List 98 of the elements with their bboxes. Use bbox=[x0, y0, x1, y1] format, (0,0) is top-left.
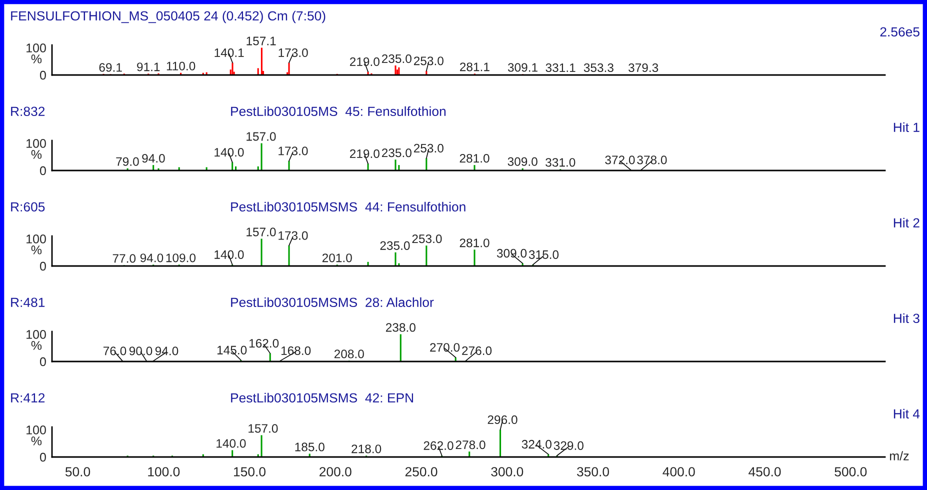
annotation: 324.0 bbox=[522, 440, 552, 449]
annotation: 140.1 bbox=[214, 48, 244, 58]
y-tick-label: 0 bbox=[40, 70, 46, 80]
x-tick-label: 450.0 bbox=[748, 467, 781, 476]
annotation: 157.1 bbox=[246, 36, 276, 46]
annotation: 235.0 bbox=[380, 241, 410, 250]
annotation: 140.0 bbox=[216, 439, 246, 448]
annotation: 353.3 bbox=[584, 63, 614, 72]
text: R:605 bbox=[11, 202, 45, 212]
annotation: 145.0 bbox=[217, 346, 247, 354]
x-tick-label: 150.0 bbox=[234, 467, 266, 476]
x-tick-label: 350.0 bbox=[577, 467, 610, 476]
x-tick-label: 500.0 bbox=[834, 467, 867, 476]
annotation: 253.0 bbox=[414, 144, 444, 153]
annotation: 219.0 bbox=[350, 149, 380, 158]
y-axis-title: % bbox=[31, 436, 42, 446]
x-tick-label: 50.0 bbox=[65, 467, 90, 476]
annotation: 378.0 bbox=[637, 156, 667, 164]
text: R:481 bbox=[11, 298, 45, 308]
annotation: 315.0 bbox=[528, 250, 559, 259]
y-tick-label: 100 bbox=[26, 234, 46, 244]
annotation: 157.0 bbox=[246, 228, 276, 236]
annotation: 110.0 bbox=[166, 62, 196, 70]
y-tick-label: 0 bbox=[40, 357, 46, 366]
annotation: 372.0 bbox=[605, 156, 635, 164]
annotation: 140.0 bbox=[214, 250, 244, 259]
y-tick-label: 0 bbox=[40, 262, 46, 271]
x-tick-label: 200.0 bbox=[320, 467, 352, 476]
chart-title: PestLib030105MS 45: Fensulfothion bbox=[231, 106, 446, 116]
y-axis-title: % bbox=[31, 54, 42, 64]
annotation: 69.1 bbox=[99, 63, 122, 72]
annotation: 77.0 bbox=[112, 254, 136, 263]
annotation: 94.0 bbox=[155, 346, 178, 356]
x-axis-title: m/z bbox=[890, 451, 909, 460]
annotation: 329.0 bbox=[554, 441, 584, 450]
annotation: 309.0 bbox=[496, 248, 527, 258]
annotation: 76.0 bbox=[103, 346, 126, 356]
annotation: 238.0 bbox=[386, 323, 416, 332]
text: Hit 3 bbox=[894, 313, 920, 324]
x-tick-label: 300.0 bbox=[491, 467, 524, 476]
annotation: 331.1 bbox=[546, 63, 576, 72]
y-axis-title: % bbox=[31, 246, 42, 254]
text: 2.56e5 bbox=[880, 27, 920, 37]
x-tick-label: 400.0 bbox=[662, 467, 695, 476]
annotation: 253.0 bbox=[412, 234, 442, 244]
annotation: 218.0 bbox=[352, 444, 382, 454]
chart-title: PestLib030105MSMS 42: EPN bbox=[231, 392, 414, 403]
annotation: 296.0 bbox=[488, 415, 518, 424]
text: R:832 bbox=[11, 106, 45, 116]
annotation: 173.0 bbox=[278, 146, 308, 156]
annotation: 168.0 bbox=[281, 346, 311, 355]
text: Hit 2 bbox=[894, 218, 920, 228]
y-tick-label: 100 bbox=[26, 139, 46, 148]
annotation: 79.0 bbox=[116, 157, 139, 166]
x-tick-label: 250.0 bbox=[405, 467, 438, 476]
chart-title: PestLib030105MSMS 28: Alachlor bbox=[231, 297, 434, 308]
annotation: 90.0 bbox=[129, 346, 152, 356]
annotation: 140.0 bbox=[214, 148, 244, 157]
annotation: 109.0 bbox=[166, 254, 196, 262]
y-tick-label: 100 bbox=[26, 330, 46, 339]
annotation: 276.0 bbox=[462, 346, 492, 355]
annotation: 235.0 bbox=[382, 148, 412, 158]
text: Hit 1 bbox=[894, 122, 920, 132]
annotation: 331.0 bbox=[546, 158, 576, 167]
annotation: 208.0 bbox=[334, 350, 364, 358]
annotation: 94.0 bbox=[142, 154, 165, 163]
chart-title: FENSULFOTHION_MS_050405 24 (0.452) Cm (7:50) bbox=[11, 10, 326, 24]
annotation: 201.0 bbox=[322, 254, 352, 262]
annotation: 173.0 bbox=[278, 48, 308, 58]
annotation: 270.0 bbox=[430, 343, 460, 352]
annotation: 309.1 bbox=[508, 63, 538, 72]
y-tick-label: 100 bbox=[26, 44, 46, 52]
annotation: 278.0 bbox=[456, 440, 486, 450]
annotation: 219.0 bbox=[350, 57, 380, 66]
annotation: 162.0 bbox=[249, 338, 279, 348]
text: Hit 4 bbox=[894, 408, 920, 419]
annotation: 281.1 bbox=[460, 62, 490, 72]
annotation: 379.3 bbox=[628, 63, 658, 72]
annotation: 262.0 bbox=[424, 441, 454, 450]
annotation: 157.0 bbox=[248, 424, 278, 433]
annotation: 185.0 bbox=[295, 442, 324, 452]
text: R:412 bbox=[11, 393, 45, 402]
annotation: 235.0 bbox=[382, 54, 412, 64]
chart-title: PestLib030105MSMS 44: Fensulfothion bbox=[231, 202, 466, 212]
y-axis-title: % bbox=[31, 150, 42, 159]
y-tick-label: 0 bbox=[40, 166, 46, 176]
annotation: 173.0 bbox=[278, 231, 308, 240]
annotation: 281.0 bbox=[460, 238, 490, 248]
annotation: 281.0 bbox=[460, 154, 490, 163]
annotation: 309.0 bbox=[508, 157, 538, 166]
y-tick-label: 0 bbox=[40, 452, 46, 462]
annotation: 94.0 bbox=[140, 254, 164, 262]
y-tick-label: 100 bbox=[26, 426, 46, 434]
annotation: 91.1 bbox=[137, 62, 160, 72]
y-axis-title: % bbox=[31, 341, 42, 350]
annotation: 157.0 bbox=[246, 132, 276, 141]
annotation: 253.0 bbox=[414, 56, 444, 66]
x-tick-label: 100.0 bbox=[148, 467, 180, 476]
